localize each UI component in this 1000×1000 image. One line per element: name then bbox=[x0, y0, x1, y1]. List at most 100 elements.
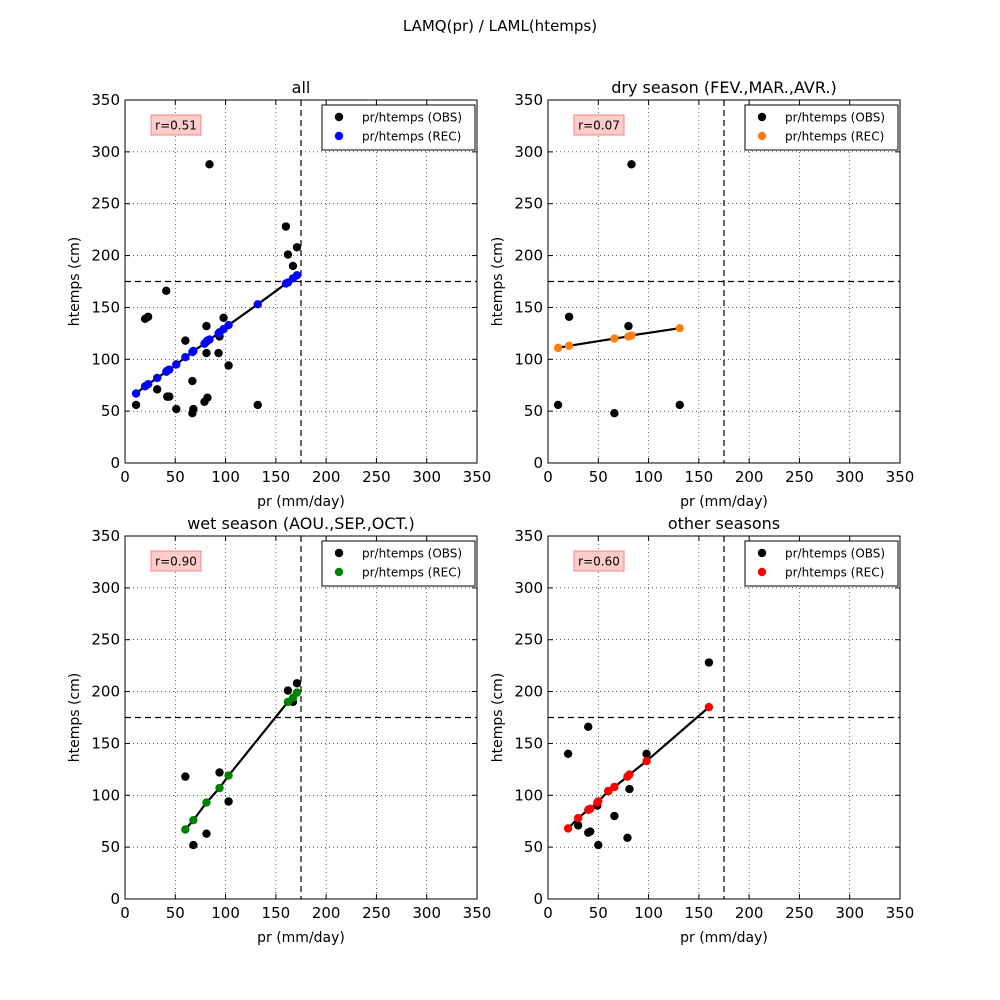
rec-point bbox=[181, 353, 190, 362]
rec-point bbox=[215, 783, 224, 793]
obs-point bbox=[162, 286, 171, 296]
x-tick-label: 200 bbox=[312, 468, 341, 486]
correlation-box bbox=[150, 114, 202, 136]
legend-marker bbox=[334, 112, 344, 122]
obs-point bbox=[165, 392, 174, 401]
x-tick-label: 300 bbox=[835, 904, 864, 922]
y-tick-label: 100 bbox=[514, 786, 543, 804]
x-axis-label: pr (mm/day) bbox=[257, 930, 345, 946]
rec-point bbox=[625, 770, 634, 779]
obs-point bbox=[202, 348, 211, 358]
regression-line bbox=[557, 327, 680, 349]
obs-point bbox=[281, 222, 291, 231]
rec-point bbox=[564, 341, 574, 351]
legend-label: pr/htemps (REC) bbox=[785, 566, 884, 580]
obs-point bbox=[563, 749, 573, 758]
subplot-title: other seasons bbox=[668, 514, 780, 533]
obs-point bbox=[610, 409, 619, 418]
legend-box bbox=[744, 104, 899, 151]
x-tick-label: 300 bbox=[835, 468, 864, 486]
x-tick-label: 250 bbox=[785, 468, 814, 486]
x-tick-label: 250 bbox=[785, 904, 814, 922]
obs-point bbox=[283, 686, 293, 695]
x-tick-label: 100 bbox=[634, 468, 663, 486]
y-tick-label: 150 bbox=[91, 734, 120, 752]
legend-label: pr/htemps (OBS) bbox=[362, 547, 462, 561]
x-tick-label: 0 bbox=[543, 468, 553, 486]
legend-label: pr/htemps (OBS) bbox=[785, 547, 885, 561]
rec-point bbox=[205, 335, 214, 344]
obs-point bbox=[188, 376, 197, 386]
y-tick-label: 200 bbox=[91, 247, 120, 265]
rec-point bbox=[292, 271, 302, 280]
correlation-label: r=0.51 bbox=[155, 119, 197, 133]
x-tick-label: 150 bbox=[262, 904, 291, 922]
rec-point bbox=[224, 771, 233, 780]
y-tick-label: 0 bbox=[110, 454, 120, 472]
obs-point bbox=[288, 261, 298, 271]
x-tick-label: 50 bbox=[166, 468, 185, 486]
rec-point bbox=[152, 373, 162, 383]
x-tick-label: 0 bbox=[120, 904, 130, 922]
obs-point bbox=[219, 313, 228, 322]
y-tick-label: 100 bbox=[91, 350, 120, 368]
figure-suptitle: LAMQ(pr) / LAML(htemps) bbox=[402, 17, 598, 35]
legend-marker bbox=[757, 548, 767, 558]
obs-point bbox=[224, 361, 233, 370]
rec-point bbox=[165, 365, 174, 374]
obs-point bbox=[292, 243, 302, 252]
x-axis-label: pr (mm/day) bbox=[257, 494, 345, 510]
rec-point bbox=[202, 798, 211, 807]
x-tick-label: 0 bbox=[120, 468, 130, 486]
obs-point bbox=[623, 833, 632, 843]
x-tick-label: 150 bbox=[685, 468, 714, 486]
y-tick-label: 150 bbox=[91, 298, 120, 316]
legend-box bbox=[321, 540, 476, 587]
rec-point bbox=[253, 300, 262, 309]
obs-point bbox=[172, 404, 181, 414]
axes-frame bbox=[124, 99, 478, 464]
subplot-4: 0 50 100 150 200 250 300 350 0 50 100 150 200 250 300 3… bbox=[490, 514, 914, 946]
obs-point bbox=[205, 160, 214, 169]
rec-point bbox=[181, 825, 190, 834]
x-tick-label: 100 bbox=[211, 468, 240, 486]
y-tick-label: 0 bbox=[533, 454, 543, 472]
y-tick-label: 0 bbox=[533, 890, 543, 908]
x-tick-label: 250 bbox=[362, 904, 391, 922]
obs-point bbox=[131, 400, 141, 410]
rec-point bbox=[604, 786, 613, 796]
obs-point bbox=[564, 312, 574, 321]
obs-point bbox=[181, 772, 190, 781]
rec-point bbox=[627, 331, 636, 340]
subplot-3: 0 50 100 150 200 250 300 350 0 50 100 150 200 250 300 3… bbox=[67, 514, 491, 946]
rec-point bbox=[594, 797, 603, 806]
obs-point bbox=[594, 840, 603, 850]
correlation-label: r=0.90 bbox=[155, 555, 197, 569]
y-tick-label: 200 bbox=[514, 247, 543, 265]
rec-point bbox=[131, 389, 141, 398]
rec-point bbox=[553, 343, 563, 353]
subplot-2: 0 50 100 150 200 250 300 350 0 50 100 150 200 250 300 3… bbox=[490, 78, 914, 510]
x-tick-label: 50 bbox=[166, 904, 185, 922]
obs-point bbox=[143, 312, 153, 321]
x-tick-label: 0 bbox=[543, 904, 553, 922]
rec-point bbox=[563, 824, 573, 833]
correlation-label: r=0.07 bbox=[578, 119, 620, 133]
x-tick-label: 250 bbox=[362, 468, 391, 486]
obs-point bbox=[610, 811, 619, 821]
legend-label: pr/htemps (REC) bbox=[362, 130, 461, 144]
legend-box bbox=[744, 540, 899, 587]
correlation-label: r=0.60 bbox=[578, 555, 620, 569]
rec-point bbox=[189, 815, 198, 825]
obs-point bbox=[586, 827, 595, 836]
rec-point bbox=[189, 346, 198, 356]
y-tick-label: 350 bbox=[91, 91, 120, 109]
y-tick-label: 150 bbox=[514, 734, 543, 752]
x-tick-label: 350 bbox=[463, 904, 492, 922]
rec-point bbox=[573, 813, 583, 823]
legend-label: pr/htemps (OBS) bbox=[785, 111, 885, 125]
obs-point bbox=[292, 679, 302, 688]
rec-point bbox=[642, 756, 651, 766]
legend-marker bbox=[757, 131, 767, 141]
obs-point bbox=[189, 840, 198, 850]
